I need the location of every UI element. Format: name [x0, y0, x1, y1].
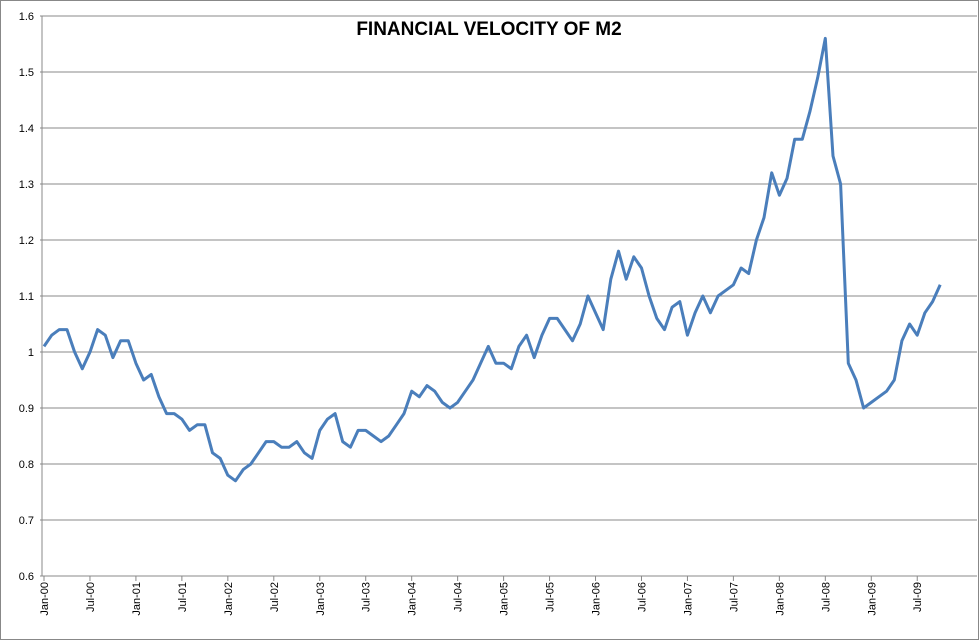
y-tick-label: 1.3	[19, 179, 34, 191]
data-line	[42, 36, 942, 483]
y-tick-label: 1.5	[19, 67, 34, 79]
y-tick-label: 0.9	[19, 403, 34, 415]
x-tick-label: Jul-09	[912, 582, 924, 612]
x-tick-label: Jul-04	[453, 582, 465, 612]
x-tick-label: Jan-08	[774, 582, 786, 616]
y-tick-label: 0.6	[19, 571, 34, 583]
chart-title: FINANCIAL VELOCITY OF M2	[356, 19, 621, 40]
x-tick-label: Jul-06	[636, 582, 648, 612]
x-tick-label: Jan-01	[131, 582, 143, 616]
x-tick-label: Jul-03	[361, 582, 373, 612]
x-tick-label: Jul-02	[269, 582, 281, 612]
x-tick-label: Jul-01	[177, 582, 189, 612]
x-tick-label: Jan-05	[499, 582, 511, 616]
x-tick-label: Jan-09	[866, 582, 878, 616]
y-tick-label: 1.4	[19, 123, 34, 135]
y-tick-label: 1.6	[19, 11, 34, 23]
x-tick-label: Jan-02	[223, 582, 235, 616]
y-tick-label: 0.8	[19, 459, 34, 471]
y-tick-label: 1.2	[19, 235, 34, 247]
x-tick-label: Jan-00	[39, 582, 51, 616]
y-tick-label: 1.1	[19, 291, 34, 303]
y-tick-label: 1	[28, 347, 34, 359]
y-tick-label: 0.7	[19, 515, 34, 527]
x-tick-label: Jul-07	[728, 582, 740, 612]
x-tick-label: Jan-03	[315, 582, 327, 616]
x-tick-label: Jan-07	[682, 582, 694, 616]
x-tick-label: Jul-05	[545, 582, 557, 612]
x-tick-label: Jul-08	[820, 582, 832, 612]
x-tick-label: Jan-04	[407, 582, 419, 616]
x-tick-label: Jan-06	[591, 582, 603, 616]
x-tick-label: Jul-00	[85, 582, 97, 612]
